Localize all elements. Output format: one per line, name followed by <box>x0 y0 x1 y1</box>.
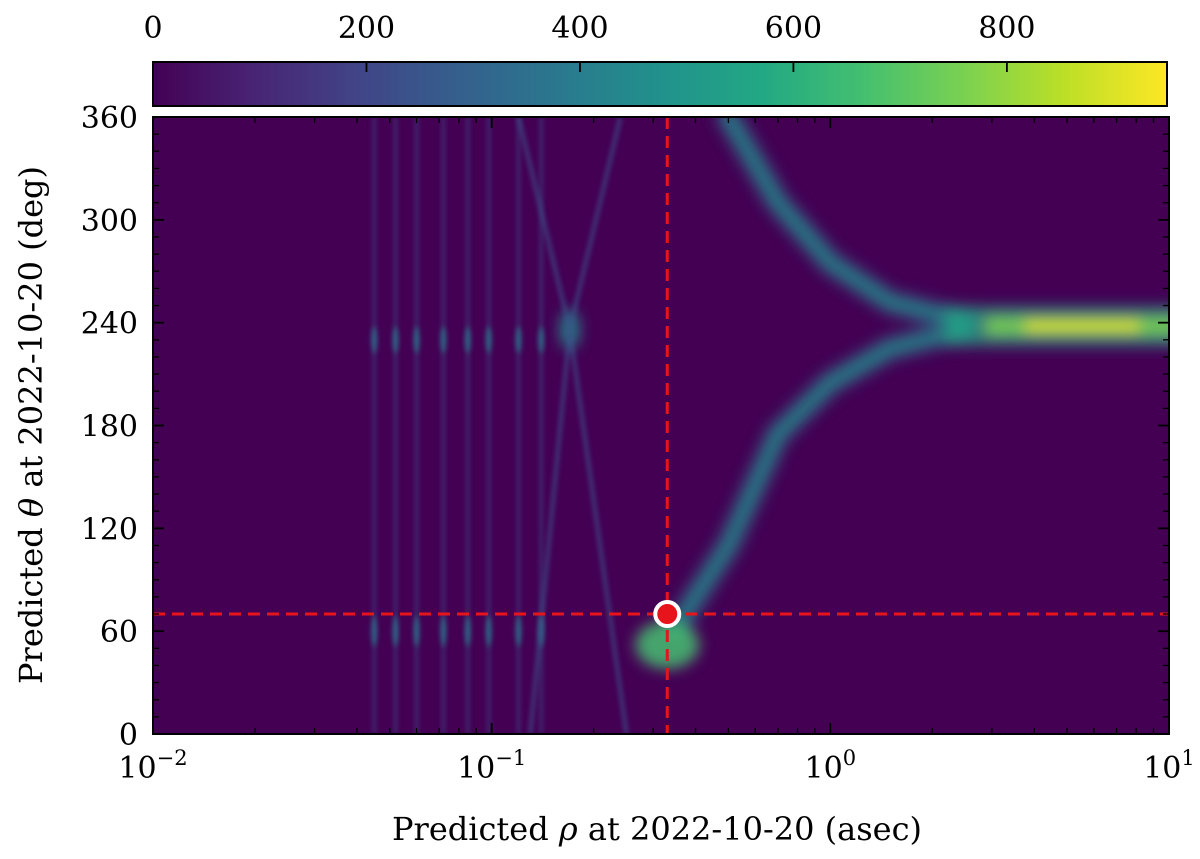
density-plateau-core <box>1025 321 1139 332</box>
density-stripe-node <box>515 615 522 648</box>
density-stripe-node <box>413 325 420 354</box>
density-arm-lower <box>723 117 971 326</box>
x-tick-label-base: 10 <box>805 751 843 786</box>
x-axis-label-suffix: at 2022-10-20 (asec) <box>578 810 922 848</box>
density-stripe-node <box>371 615 378 648</box>
x-axis-tick-labels: 10−2 10−1 100 101 <box>118 746 1194 786</box>
density-converging-line <box>567 329 629 734</box>
density-stripe-node <box>515 325 522 354</box>
density-stripe-node <box>464 325 471 354</box>
x-axis-label-symbol: ρ <box>558 810 578 848</box>
y-tick-label: 120 <box>81 512 138 547</box>
density-peak <box>635 620 700 669</box>
density-stripe-node <box>440 325 447 354</box>
marker-point <box>653 600 682 629</box>
density-stripe-node <box>371 325 378 354</box>
reference-lines <box>153 117 1169 734</box>
x-axis-ticks <box>152 117 1170 734</box>
density-converging-lines <box>516 117 629 734</box>
x-tick-label-exponent: −1 <box>495 746 526 770</box>
x-tick-label-exponent: −2 <box>157 746 188 770</box>
density-stripe-node <box>485 615 492 648</box>
x-tick-label: 101 <box>1143 746 1195 786</box>
y-axis-label: Predicted θ at 2022-10-20 (deg) <box>12 166 50 684</box>
density-stripe-node <box>464 615 471 648</box>
x-tick-label: 10−1 <box>457 746 526 786</box>
y-tick-label: 360 <box>81 101 138 136</box>
colorbar: 0 200 400 600 800 <box>143 11 1168 107</box>
x-tick-label-base: 10 <box>118 751 156 786</box>
x-tick-label-exponent: 0 <box>843 746 856 770</box>
y-tick-label: 180 <box>81 410 138 445</box>
y-axis-label-suffix: at 2022-10-20 (deg) <box>12 166 50 498</box>
marker-layer <box>653 600 682 629</box>
x-tick-label-base: 10 <box>1143 751 1181 786</box>
density-stripe-node <box>392 325 399 354</box>
density-stripe-node <box>392 615 399 648</box>
density-stripe-node <box>485 325 492 354</box>
colorbar-ticks <box>152 62 1008 72</box>
y-axis-ticks <box>153 116 1169 735</box>
x-axis-label-prefix: Predicted <box>392 810 559 848</box>
colorbar-tick-label: 400 <box>551 11 608 46</box>
y-axis-label-symbol: θ <box>12 498 50 517</box>
density-stripes <box>371 117 545 734</box>
colorbar-tick-label: 600 <box>765 11 822 46</box>
density-converging-line <box>528 329 572 734</box>
density-stripe-node <box>538 325 545 354</box>
density-stripe-node <box>440 615 447 648</box>
colorbar-tick-label: 0 <box>143 11 162 46</box>
y-tick-label: 0 <box>119 718 138 753</box>
x-tick-label: 100 <box>805 746 857 786</box>
colorbar-tick-label: 800 <box>978 11 1035 46</box>
colorbar-tick-label: 200 <box>338 11 395 46</box>
y-tick-label: 300 <box>81 204 138 239</box>
x-tick-label-exponent: 1 <box>1181 746 1194 770</box>
density-converging-line <box>567 117 623 330</box>
y-axis-label-prefix: Predicted <box>12 517 50 684</box>
x-tick-label-base: 10 <box>457 751 495 786</box>
y-axis-tick-labels: 0 60 120 180 240 300 360 <box>81 101 138 753</box>
x-tick-label: 10−2 <box>118 746 187 786</box>
density-stripe-node <box>413 615 420 648</box>
colorbar-gradient <box>152 61 1168 107</box>
y-tick-label: 240 <box>81 307 138 342</box>
x-axis-label: Predicted ρ at 2022-10-20 (asec) <box>392 810 922 848</box>
density-layer <box>371 117 1169 734</box>
colorbar-tick-labels: 0 200 400 600 800 <box>143 11 1035 46</box>
heatmap-panel <box>152 116 1170 735</box>
density-converging-line <box>516 117 572 330</box>
density-glow <box>559 117 1169 669</box>
y-tick-label: 60 <box>100 615 138 650</box>
density-arm-upper <box>670 324 971 633</box>
